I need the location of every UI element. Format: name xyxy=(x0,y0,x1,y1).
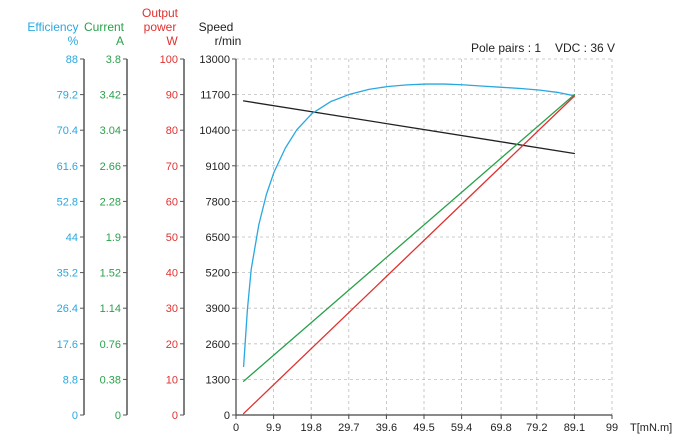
x-tick-label: 39.6 xyxy=(376,422,397,434)
efficiency-tick-label: 61.6 xyxy=(57,161,78,173)
current-tick-label: 3.04 xyxy=(100,125,121,137)
speed-tick-label: 7800 xyxy=(206,196,230,208)
current-tick-label: 0.76 xyxy=(100,339,121,351)
power-axis-unit: W xyxy=(166,34,178,48)
x-tick-label: 89.1 xyxy=(564,422,585,434)
efficiency-axis-title: Efficiency xyxy=(27,20,78,34)
efficiency-tick-label: 79.2 xyxy=(57,90,78,102)
speed-tick-label: 10400 xyxy=(199,125,230,137)
power-axis-title: Output xyxy=(142,6,179,20)
current-tick-label: 1.52 xyxy=(100,268,121,280)
efficiency-tick-label: 26.4 xyxy=(57,303,78,315)
current-tick-label: 2.66 xyxy=(100,161,121,173)
speed-tick-label: 11700 xyxy=(200,90,230,102)
power-tick-label: 70 xyxy=(166,161,178,173)
x-tick-label: 9.9 xyxy=(266,422,281,434)
current-tick-label: 0 xyxy=(115,410,121,422)
speed-axis-title: Speed xyxy=(199,20,234,34)
power-tick-label: 40 xyxy=(166,268,178,280)
x-tick-label: 69.8 xyxy=(490,422,511,434)
labels: 0 9.9 19.8 29.7 39.6 49.5 59.4 69.8 79.2 89.1 99 T[… xyxy=(27,6,672,434)
x-tick-label: 99 xyxy=(606,422,618,434)
current-axis-unit: A xyxy=(116,34,124,48)
power-tick-label: 100 xyxy=(160,54,178,66)
power-curve xyxy=(242,95,576,415)
efficiency-tick-label: 0 xyxy=(72,410,78,422)
current-axis-title: Current xyxy=(84,20,125,34)
speed-tick-label: 5200 xyxy=(206,268,230,280)
efficiency-tick-label: 35.2 xyxy=(57,268,78,280)
x-axis-label: T[mN.m] xyxy=(630,422,672,434)
current-tick-label: 1.14 xyxy=(100,303,121,315)
efficiency-tick-label: 8.8 xyxy=(63,374,78,386)
speed-tick-label: 6500 xyxy=(206,232,230,244)
x-tick-label: 0 xyxy=(233,422,239,434)
x-tick-label: 79.2 xyxy=(526,422,547,434)
x-tick-label: 59.4 xyxy=(451,422,472,434)
current-tick-label: 2.28 xyxy=(100,196,121,208)
power-tick-label: 20 xyxy=(166,339,178,351)
x-tick-label: 19.8 xyxy=(300,422,321,434)
power-tick-label: 90 xyxy=(166,90,178,102)
efficiency-axis-unit: % xyxy=(68,34,79,48)
annotation-pole-pairs: Pole pairs : 1 xyxy=(471,41,541,55)
x-tick-label: 29.7 xyxy=(338,422,359,434)
efficiency-tick-label: 17.6 xyxy=(57,339,78,351)
annotation-vdc: VDC : 36 V xyxy=(555,41,615,55)
efficiency-tick-label: 52.8 xyxy=(57,196,78,208)
speed-curve xyxy=(242,100,576,155)
power-tick-label: 50 xyxy=(166,232,178,244)
efficiency-curve xyxy=(242,83,576,368)
speed-tick-label: 0 xyxy=(224,410,230,422)
power-tick-label: 30 xyxy=(166,303,178,315)
current-tick-label: 3.8 xyxy=(106,54,121,66)
current-tick-label: 1.9 xyxy=(106,232,121,244)
grid xyxy=(236,58,613,415)
axes xyxy=(80,58,613,419)
power-axis-title: power xyxy=(144,20,177,34)
speed-tick-label: 3900 xyxy=(206,303,230,315)
power-tick-label: 10 xyxy=(166,374,178,386)
current-tick-label: 3.42 xyxy=(100,90,121,102)
power-tick-label: 0 xyxy=(172,410,178,422)
current-tick-label: 0.38 xyxy=(100,374,121,386)
efficiency-tick-label: 88 xyxy=(66,54,78,66)
speed-tick-label: 9100 xyxy=(206,161,230,173)
speed-tick-label: 2600 xyxy=(206,339,230,351)
speed-axis-unit: r/min xyxy=(215,34,242,48)
power-tick-label: 60 xyxy=(166,196,178,208)
speed-tick-label: 1300 xyxy=(206,374,230,386)
current-curve xyxy=(242,93,576,382)
efficiency-tick-label: 70.4 xyxy=(57,125,78,137)
efficiency-tick-label: 44 xyxy=(66,232,78,244)
x-tick-label: 49.5 xyxy=(413,422,434,434)
series xyxy=(242,83,576,415)
speed-tick-label: 13000 xyxy=(199,54,230,66)
power-tick-label: 80 xyxy=(166,125,178,137)
